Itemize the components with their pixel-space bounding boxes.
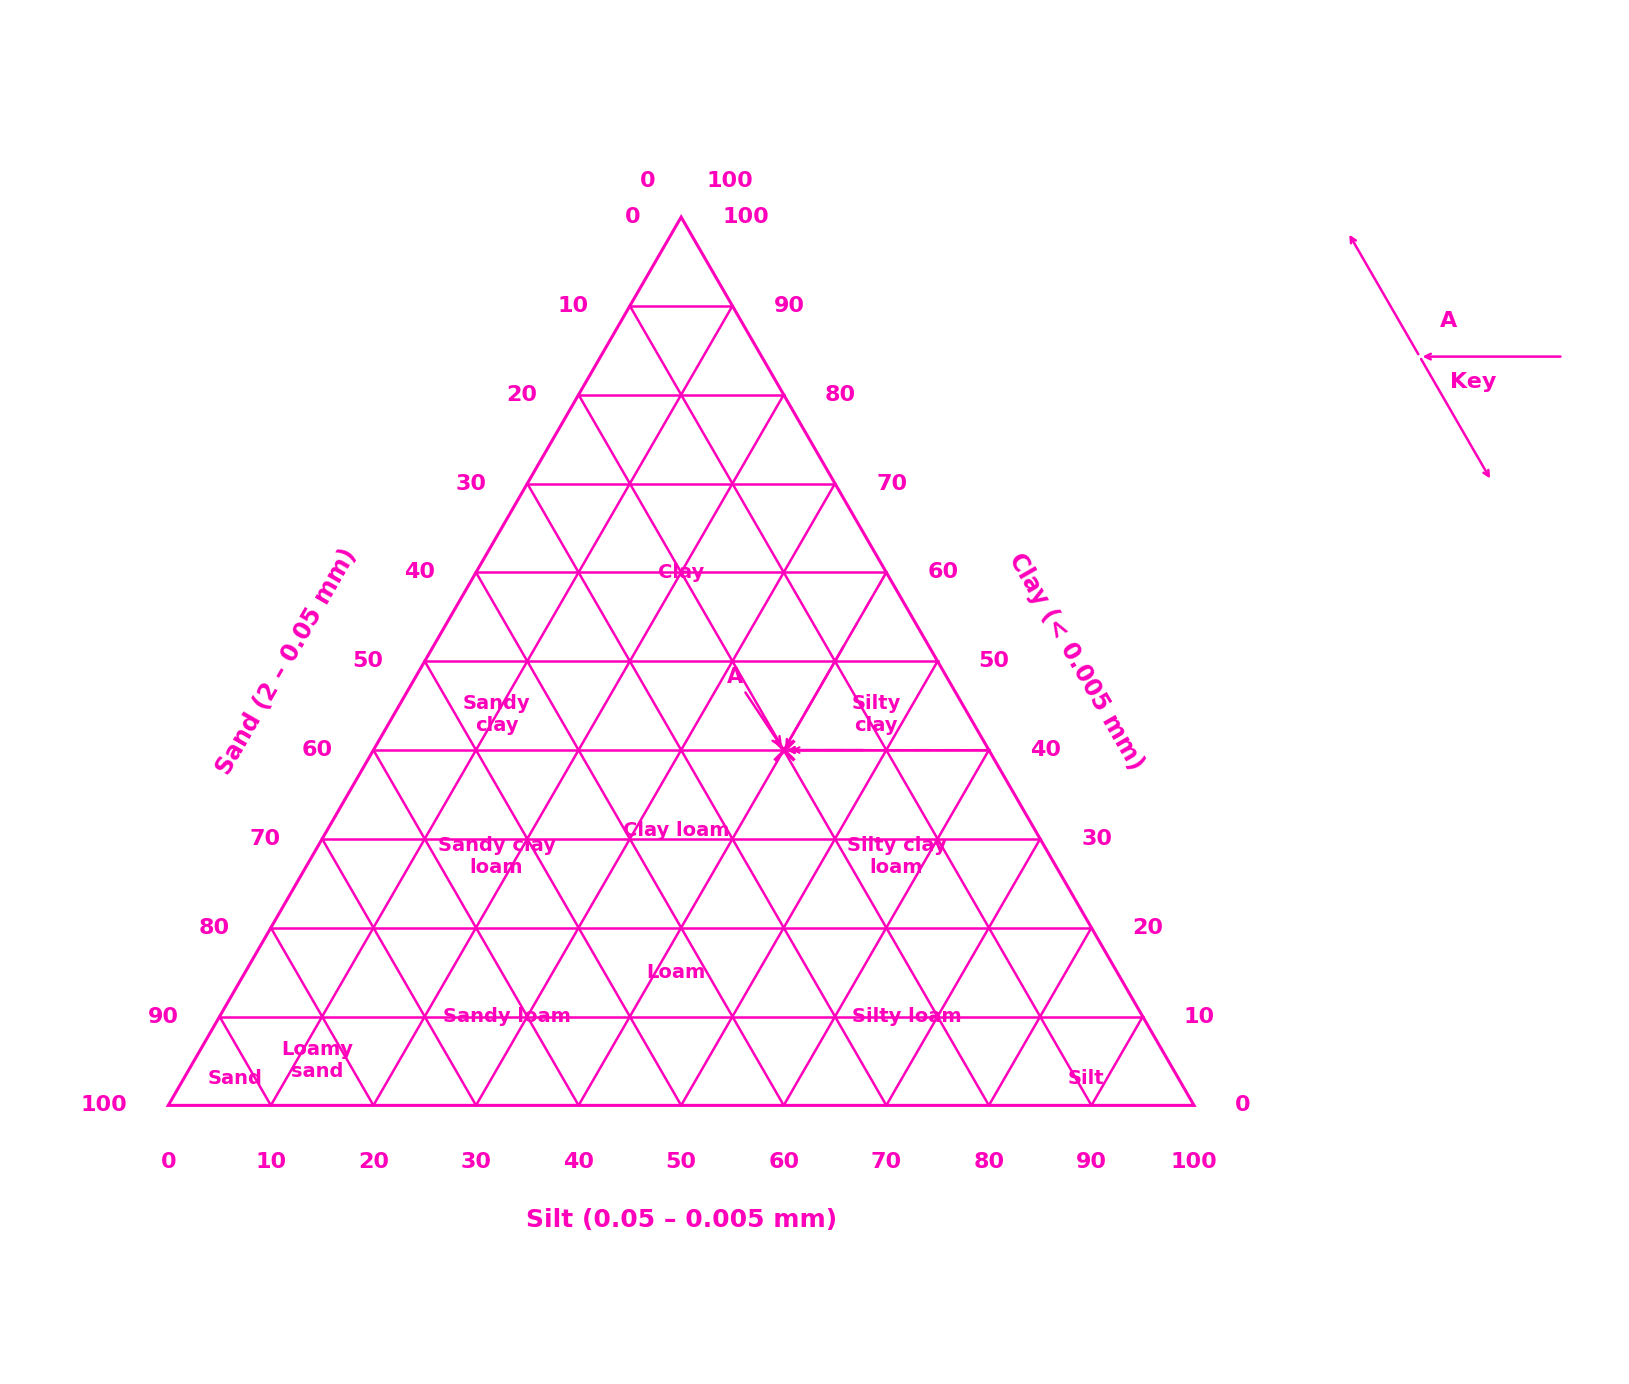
- Text: 30: 30: [1082, 829, 1113, 848]
- Text: 40: 40: [404, 562, 435, 583]
- Text: 50: 50: [979, 652, 1010, 671]
- Text: Silty
clay: Silty clay: [852, 693, 901, 735]
- Text: 10: 10: [1184, 1006, 1215, 1027]
- Text: 80: 80: [199, 918, 230, 938]
- Text: 90: 90: [774, 296, 805, 316]
- Text: 60: 60: [301, 740, 332, 760]
- Text: 70: 70: [872, 1151, 902, 1171]
- Text: Loamy
sand: Loamy sand: [282, 1041, 353, 1081]
- Text: A: A: [727, 667, 780, 746]
- Text: 20: 20: [507, 385, 538, 404]
- Text: Sandy
clay: Sandy clay: [463, 693, 531, 735]
- Text: 90: 90: [1075, 1151, 1108, 1171]
- Text: Clay: Clay: [658, 563, 704, 581]
- Text: 70: 70: [249, 829, 282, 848]
- Text: Silt: Silt: [1069, 1070, 1104, 1088]
- Text: 50: 50: [666, 1151, 697, 1171]
- Text: 40: 40: [564, 1151, 595, 1171]
- Text: 10: 10: [557, 296, 588, 316]
- Text: 100: 100: [80, 1095, 127, 1116]
- Text: 100: 100: [1171, 1151, 1217, 1171]
- Text: Silty loam: Silty loam: [852, 1008, 961, 1026]
- Text: 0: 0: [624, 208, 640, 227]
- Text: Sand: Sand: [207, 1070, 262, 1088]
- Text: 30: 30: [454, 473, 487, 494]
- Text: A: A: [1440, 311, 1458, 331]
- Text: Silty clay
loam: Silty clay loam: [847, 836, 946, 877]
- Text: 50: 50: [353, 652, 384, 671]
- Text: 70: 70: [876, 473, 907, 494]
- Text: Silt (0.05 – 0.005 mm): Silt (0.05 – 0.005 mm): [526, 1208, 837, 1232]
- Text: 60: 60: [927, 562, 958, 583]
- Text: Sandy clay
loam: Sandy clay loam: [438, 836, 555, 877]
- Text: Clay (< 0.005 mm): Clay (< 0.005 mm): [1003, 548, 1148, 774]
- Text: 0: 0: [1235, 1095, 1251, 1116]
- Text: Key: Key: [1450, 372, 1497, 392]
- Text: 40: 40: [1030, 740, 1060, 760]
- Text: 100: 100: [722, 208, 769, 227]
- Text: Clay loam: Clay loam: [622, 821, 730, 840]
- Text: 0: 0: [161, 1151, 176, 1171]
- Text: 10: 10: [256, 1151, 287, 1171]
- Text: 100: 100: [707, 172, 754, 191]
- Text: Sandy loam: Sandy loam: [443, 1008, 570, 1026]
- Text: 80: 80: [824, 385, 855, 404]
- Text: 0: 0: [640, 172, 655, 191]
- Text: Sand (2 – 0.05 mm): Sand (2 – 0.05 mm): [212, 544, 362, 779]
- Text: 80: 80: [973, 1151, 1005, 1171]
- Text: 60: 60: [769, 1151, 800, 1171]
- Text: 20: 20: [1132, 918, 1163, 938]
- Text: 30: 30: [461, 1151, 492, 1171]
- Text: 20: 20: [358, 1151, 389, 1171]
- Text: Loam: Loam: [647, 963, 705, 981]
- Text: 90: 90: [148, 1006, 179, 1027]
